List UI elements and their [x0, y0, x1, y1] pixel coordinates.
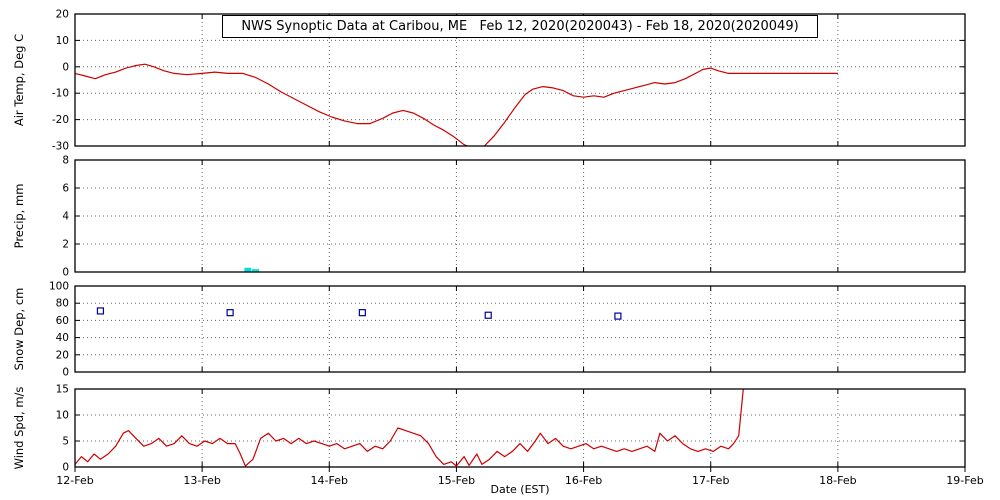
- snow_depth_cm-marker: [226, 309, 234, 317]
- y-tick-label: 0: [62, 61, 69, 73]
- panel-frame: [74, 159, 966, 273]
- x-tick-label: 18-Feb: [819, 474, 856, 487]
- y-tick-label: 80: [56, 298, 69, 310]
- y-tick-label: 0: [62, 267, 69, 279]
- y-tick-label: 5: [62, 436, 69, 448]
- panel-frame: [74, 388, 966, 468]
- y-tick-label: 10: [56, 35, 69, 47]
- y-tick-label: 15: [56, 384, 69, 396]
- air_temp_c-line: [75, 63, 838, 147]
- precip_mm-bar: [244, 267, 252, 272]
- x-tick-label: 15-Feb: [438, 474, 475, 487]
- chart-title-wrap: NWS Synoptic Data at Caribou, ME Feb 12,…: [75, 15, 965, 38]
- panel-frame: [74, 285, 966, 373]
- y-tick-label: 0: [62, 367, 69, 379]
- snow_depth_cm-marker: [96, 307, 105, 315]
- y-tick-label: -20: [52, 114, 69, 126]
- panel-frame: [74, 13, 966, 147]
- x-tick-label: 14-Feb: [311, 474, 348, 487]
- y-axis-label-precip: Precip, mm: [12, 183, 26, 249]
- snow_depth_cm-marker: [358, 309, 366, 317]
- y-tick-label: 10: [56, 410, 69, 422]
- y-tick-label: 100: [49, 281, 69, 293]
- y-axis-label-wind-speed: Wind Spd, m/s: [12, 386, 26, 470]
- panel-air_temp_c: 20 10 0 -10 -20 -30: [52, 9, 966, 153]
- y-tick-label: 8: [62, 155, 69, 167]
- panel-snow_depth_cm: 100 80 60 40 20 0: [49, 281, 966, 379]
- wind_speed_ms-line: [75, 388, 744, 467]
- panel-wind_speed_ms: 15 10 5 0: [56, 384, 966, 474]
- chart-title: NWS Synoptic Data at Caribou, ME Feb 12,…: [222, 15, 818, 38]
- x-axis: 12-Feb 13-Feb 14-Feb 15-Feb 16-Feb 17-Feb 18-F…: [56, 467, 984, 487]
- y-tick-label: 2: [62, 239, 69, 251]
- x-axis-label: Date (EST): [490, 483, 550, 496]
- panel-precip_mm: 8 6 4 2 0: [62, 155, 966, 279]
- snow_depth_cm-marker: [614, 312, 622, 320]
- snow_depth_cm-marker: [484, 311, 492, 319]
- y-tick-label: 6: [62, 183, 69, 195]
- x-tick-label: 13-Feb: [183, 474, 220, 487]
- y-tick-label: 0: [62, 462, 69, 474]
- y-axis-label-snow-depth: Snow Dep, cm: [12, 287, 26, 371]
- x-tick-label: 12-Feb: [56, 474, 93, 487]
- y-tick-label: 4: [62, 211, 69, 223]
- x-tick-label: 17-Feb: [692, 474, 729, 487]
- y-tick-label: -10: [52, 88, 69, 100]
- y-axis-label-air-temp: Air Temp, Deg C: [12, 33, 26, 127]
- x-tick-label: 19-Feb: [946, 474, 983, 487]
- y-tick-label: -30: [52, 141, 69, 153]
- y-tick-label: 40: [56, 332, 69, 344]
- precip_mm-bar: [252, 269, 260, 272]
- y-tick-label: 20: [56, 9, 69, 21]
- y-tick-label: 20: [56, 349, 69, 361]
- y-tick-label: 60: [56, 315, 69, 327]
- x-tick-label: 16-Feb: [565, 474, 602, 487]
